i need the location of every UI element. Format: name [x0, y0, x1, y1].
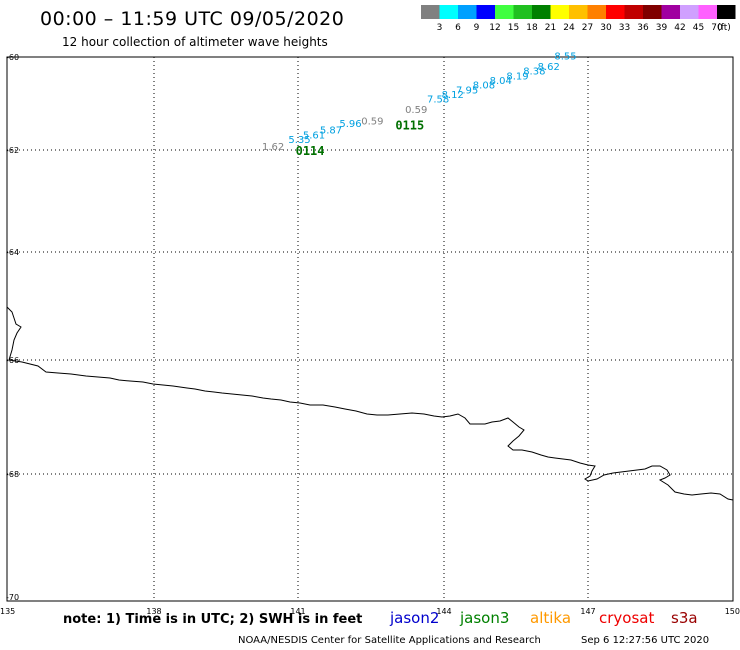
wave-height-label: 1.62	[262, 142, 284, 153]
legend-label: 24	[563, 23, 575, 33]
legend-swatch	[569, 5, 588, 19]
wave-height-label: 7.58	[427, 95, 449, 106]
legend-unit: (ft)	[717, 23, 731, 33]
legend-swatch	[624, 5, 643, 19]
legend-swatch	[680, 5, 699, 19]
legend-label: 27	[582, 23, 593, 33]
antarctic-coastline	[6, 306, 734, 501]
map-frame	[6, 56, 734, 602]
legend-swatch	[643, 5, 662, 19]
legend-label: 33	[619, 23, 630, 33]
legend-label: 21	[545, 23, 556, 33]
legend-swatch	[439, 5, 458, 19]
pass-time-labels: 0114 0115	[296, 118, 425, 158]
latitude-label: -60	[6, 53, 19, 62]
legend-swatch	[717, 5, 736, 19]
legend-swatch	[661, 5, 680, 19]
legend-swatch	[476, 5, 495, 19]
pass-time-label: 0115	[395, 118, 424, 132]
credit-text: NOAA/NESDIS Center for Satellite Applica…	[238, 635, 541, 646]
wave-height-label: 5.35	[288, 135, 310, 146]
legend-label: 9	[474, 23, 480, 33]
longitude-label: 150	[725, 607, 740, 616]
longitude-label: 135	[0, 607, 15, 616]
generated-timestamp: Sep 6 12:27:56 UTC 2020	[581, 635, 710, 646]
wave-height-label: 5.96	[339, 119, 361, 130]
page-title: 00:00 – 11:59 UTC 09/05/2020	[40, 8, 345, 30]
wave-height-label: 8.04	[490, 76, 512, 87]
wave-height-labels: 1.625.355.615.875.96 0.590.597.588.127.95…	[262, 51, 577, 153]
wave-height-label: 0.59	[405, 105, 427, 116]
wave-height-label: 8.62	[538, 62, 560, 73]
legend-label: 6	[455, 23, 461, 33]
satellite-jason2-label: jason2	[390, 609, 440, 627]
footer-note: note: 1) Time is in UTC; 2) SWH is in fe…	[63, 612, 363, 627]
legend-swatch	[458, 5, 477, 19]
legend-swatch	[606, 5, 625, 19]
satellite-s3a-label: s3a	[671, 609, 698, 627]
latitude-label: -62	[6, 146, 19, 155]
longitude-label: 138	[146, 607, 161, 616]
pass-time-label: 0114	[296, 144, 325, 158]
legend-swatch	[587, 5, 606, 19]
wave-height-label: 8.55	[554, 51, 576, 62]
legend-swatch	[532, 5, 551, 19]
longitude-label: 144	[436, 607, 451, 616]
wave-height-label: 7.95	[456, 85, 478, 96]
wave-height-label: 5.61	[303, 130, 325, 141]
legend-swatch	[495, 5, 514, 19]
legend-swatch	[698, 5, 717, 19]
legend-label: 42	[674, 23, 685, 33]
longitude-label: 141	[290, 607, 305, 616]
legend-label: 45	[693, 23, 704, 33]
wave-height-color-legend: 3 6 9 12 15 18 21 24 27 30 33 36 39 42 45 70(ft)	[421, 5, 736, 33]
wave-height-label: 0.59	[361, 116, 383, 127]
satellite-altika-label: altika	[530, 609, 572, 627]
page-subtitle: 12 hour collection of altimeter wave hei…	[62, 35, 328, 49]
satellite-cryosat-label: cryosat	[599, 609, 655, 627]
graticule	[7, 57, 733, 601]
wave-height-label: 8.19	[506, 71, 528, 82]
legend-label: 12	[489, 23, 500, 33]
wave-height-label: 8.38	[523, 67, 545, 78]
legend-swatch	[421, 5, 440, 19]
legend-label: 36	[637, 23, 649, 33]
wave-height-label: 8.08	[473, 81, 495, 92]
legend-label: 18	[526, 23, 538, 33]
legend-label: 30	[600, 23, 612, 33]
legend-swatch	[513, 5, 532, 19]
wave-height-label: 8.12	[442, 90, 464, 101]
legend-label: 39	[656, 23, 668, 33]
legend-label: 3	[437, 23, 443, 33]
wave-height-label: 5.87	[320, 126, 342, 137]
legend-label: 70	[711, 23, 723, 33]
satellite-jason3-label: jason3	[460, 609, 510, 627]
latitude-label: -64	[6, 248, 19, 257]
latitude-label: -68	[6, 470, 19, 479]
longitude-label: 147	[580, 607, 595, 616]
legend-label: 15	[508, 23, 519, 33]
legend-swatch	[550, 5, 569, 19]
latitude-label: -70	[6, 593, 19, 602]
